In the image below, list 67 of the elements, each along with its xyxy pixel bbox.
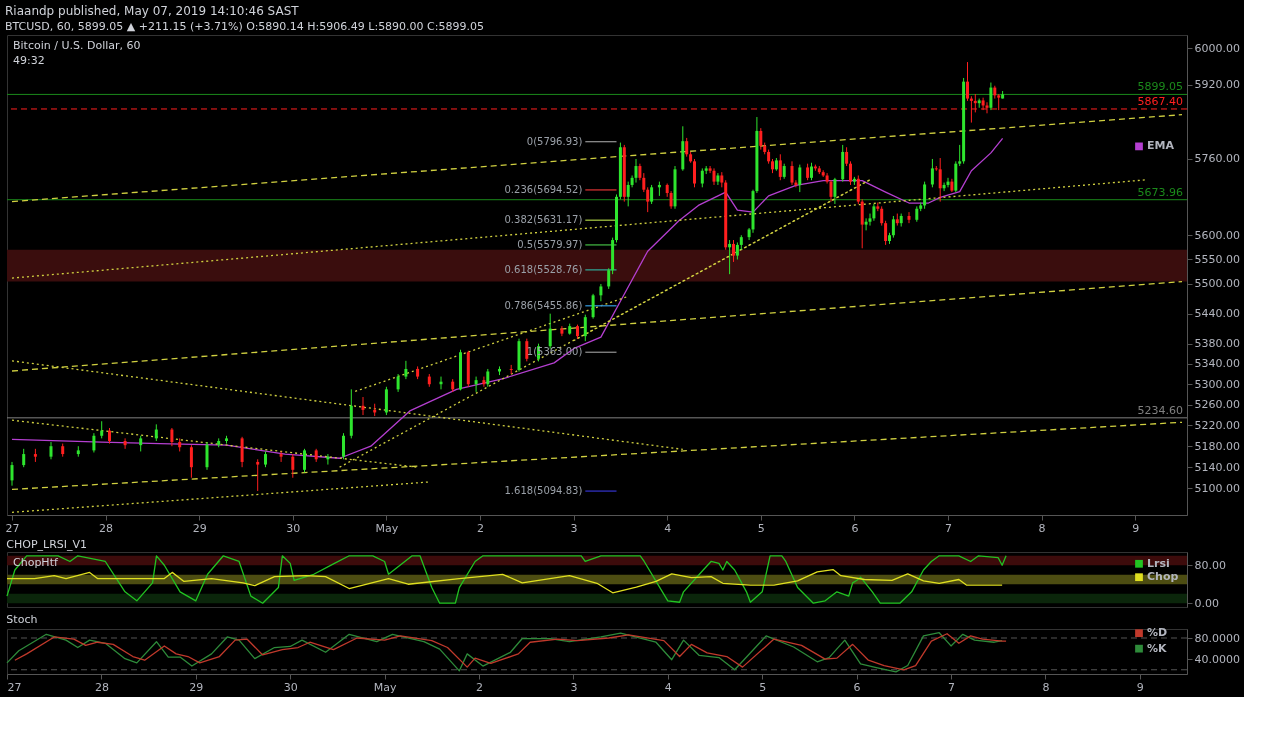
legend-label: %K	[1147, 641, 1168, 655]
x-tick-label: 30	[286, 521, 301, 535]
ref-line-label: 5899.05	[1137, 80, 1183, 94]
y-tick-label: 40.0000	[1194, 652, 1240, 666]
x-tick-label: 3	[570, 680, 578, 694]
annotation: 0(5796.93)	[526, 135, 583, 147]
x-tick-label: 5	[759, 680, 767, 694]
y-tick-label: 5380.00	[1194, 337, 1240, 351]
x-tick-label: 5	[757, 521, 765, 535]
x-tick-label: 28	[94, 680, 109, 694]
x-tick-label: 29	[192, 521, 207, 535]
x-tick-label: 27	[5, 521, 20, 535]
legend-label: Chop	[1147, 570, 1179, 584]
x-tick-label: 30	[283, 680, 298, 694]
chart-subtitle: BTCUSD, 60, 5899.05 ▲ +211.15 (+3.71%) O:5890.14 H:5906.49 L:5890.00 C:5899.05	[5, 20, 484, 33]
x-tick-label: 7	[945, 521, 952, 535]
annotation: 1.618(5094.83)	[504, 485, 583, 497]
x-tick-label: 6	[851, 521, 859, 535]
y-tick-label: 80.0000	[1194, 631, 1240, 645]
x-tick-label: 2	[477, 521, 484, 535]
y-tick-label: 5300.00	[1194, 377, 1240, 391]
legend-label: %D	[1147, 626, 1168, 640]
x-tick-label: 8	[1042, 680, 1050, 694]
annotation: 0.786(5455.86)	[504, 299, 583, 311]
x-tick-label: 27	[7, 680, 22, 694]
y-tick-label: 5600.00	[1194, 228, 1240, 242]
x-tick-label: 28	[99, 521, 114, 535]
x-tick-label: 7	[948, 680, 955, 694]
ref-line-label: 5234.60	[1137, 403, 1183, 417]
x-tick-label: 4	[664, 521, 672, 535]
x-tick-label: May	[375, 521, 399, 535]
y-tick-label: 5100.00	[1194, 481, 1240, 495]
x-tick-label: 29	[189, 680, 204, 694]
x-tick-label: 9	[1132, 521, 1140, 535]
x-tick-label: 4	[664, 680, 672, 694]
x-tick-label: 2	[476, 680, 483, 694]
x-tick-label: 9	[1136, 680, 1144, 694]
chart-title: CHOP_LRSI_V1	[6, 538, 88, 551]
ref-line-label: 5867.40	[1137, 94, 1183, 108]
y-tick-label: 5500.00	[1194, 277, 1240, 291]
y-tick-label: 5760.00	[1194, 152, 1240, 166]
y-tick-label: 5440.00	[1194, 307, 1240, 321]
annotation: 0.236(5694.52)	[504, 183, 583, 195]
annotation: 0.382(5631.17)	[504, 214, 583, 226]
annotation: 0.618(5528.76)	[504, 263, 583, 275]
ref-line-label: 5673.96	[1137, 185, 1183, 199]
x-tick-label: May	[373, 680, 397, 694]
annotation: Bitcoin / U.S. Dollar, 60	[13, 39, 141, 52]
chart-title: Stoch	[6, 613, 38, 627]
y-tick-label: 6000.00	[1194, 42, 1240, 55]
chart-title: Riaandp published, May 07, 2019 14:10:46 SAST	[5, 4, 300, 18]
y-tick-label: 5260.00	[1194, 398, 1240, 412]
y-tick-label: 5550.00	[1194, 252, 1240, 266]
x-tick-label: 6	[853, 680, 861, 694]
legend-label: Lrsi	[1147, 556, 1170, 570]
y-tick-label: 5920.00	[1194, 78, 1240, 92]
y-tick-label: 80.00	[1194, 558, 1226, 572]
x-tick-label: 3	[570, 521, 578, 535]
x-tick-label: 8	[1038, 521, 1046, 535]
annotation: 0.5(5579.97)	[517, 238, 583, 250]
legend-label: EMA	[1147, 139, 1175, 153]
y-tick-label: 0.00	[1194, 596, 1219, 610]
y-tick-label: 5140.00	[1194, 460, 1240, 474]
y-tick-label: 5180.00	[1194, 439, 1240, 453]
annotation: 49:32	[13, 54, 45, 67]
y-tick-label: 5340.00	[1194, 357, 1240, 371]
y-tick-label: 5220.00	[1194, 418, 1240, 432]
